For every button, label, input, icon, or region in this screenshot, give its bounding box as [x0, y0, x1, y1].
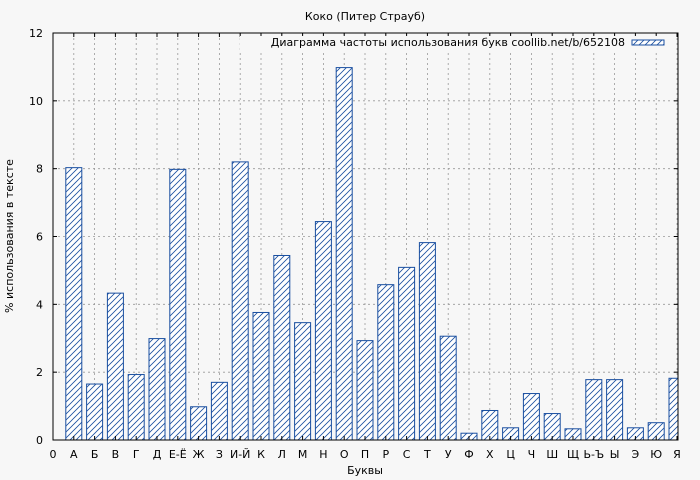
- legend-box: [240, 36, 674, 50]
- bar: [106, 292, 124, 441]
- bar: [190, 406, 208, 441]
- x-axis-label: Буквы: [347, 464, 383, 477]
- x-tick-label: А: [70, 448, 78, 461]
- bar: [481, 409, 499, 441]
- x-tick-label: З: [216, 448, 223, 461]
- y-axis: 0 2 4 6 8 10 12: [29, 27, 678, 447]
- bar: [606, 379, 624, 441]
- bar: [668, 377, 679, 441]
- y-tick-label: 2: [36, 366, 43, 379]
- chart-title: Коко (Питер Страуб): [305, 10, 425, 23]
- bar: [356, 340, 374, 441]
- bar: [65, 167, 83, 441]
- x-tick-label: Я: [673, 448, 681, 461]
- bar: [398, 266, 416, 441]
- bar: [377, 284, 395, 441]
- x-tick-label: Ы: [610, 448, 620, 461]
- x-tick-label: Ж: [193, 448, 205, 461]
- bars: [65, 67, 679, 441]
- y-tick-label: 4: [36, 298, 43, 311]
- bar: [439, 335, 457, 441]
- x-tick-label: Л: [278, 448, 286, 461]
- x-tick-label: Ш: [546, 448, 558, 461]
- x-tick-label: Ц: [506, 448, 515, 461]
- x-tick-label: И-Й: [230, 448, 250, 461]
- x-tick-label: Е-Ё: [169, 448, 187, 461]
- y-tick-label: 12: [29, 27, 43, 40]
- x-tick-label: С: [403, 448, 411, 461]
- bar: [585, 379, 603, 441]
- x-tick-label: О: [340, 448, 349, 461]
- legend: Диаграмма частоты использования букв coo…: [240, 36, 674, 50]
- y-axis-label: % использования в тексте: [3, 159, 16, 313]
- bar: [210, 381, 228, 441]
- x-tick-label: М: [298, 448, 308, 461]
- legend-text: Диаграмма частоты использования букв coo…: [271, 36, 625, 49]
- x-tick-label: П: [361, 448, 369, 461]
- bar: [148, 338, 166, 441]
- x-tick-label: Б: [91, 448, 99, 461]
- y-tick-label: 8: [36, 163, 43, 176]
- bar: [522, 393, 540, 441]
- x-tick-label: Ь-Ъ: [583, 448, 604, 461]
- x-tick-label: Ч: [528, 448, 536, 461]
- x-tick-label: У: [445, 448, 452, 461]
- x-tick-label: Г: [133, 448, 140, 461]
- bar: [127, 374, 145, 441]
- y-tick-label: 6: [36, 231, 43, 244]
- x-tick-label: Х: [486, 448, 494, 461]
- x-tick-label: 0: [50, 448, 57, 461]
- bar: [273, 254, 291, 441]
- x-tick-label: Ю: [650, 448, 662, 461]
- y-tick-label: 0: [36, 434, 43, 447]
- x-tick-label: Ф: [464, 448, 473, 461]
- x-tick-label: Т: [423, 448, 431, 461]
- bar: [231, 161, 249, 441]
- bar: [252, 311, 270, 441]
- x-tick-label: К: [257, 448, 265, 461]
- bar: [314, 221, 332, 441]
- x-tick-label: Д: [153, 448, 162, 461]
- x-tick-label: Н: [319, 448, 327, 461]
- y-tick-label: 10: [29, 95, 43, 108]
- x-tick-label: Щ: [567, 448, 579, 461]
- x-axis: 0 А Б В Г Д Е-Ё Ж З И-Й К Л М Н О П Р С Т У Ф Х Ц Ч Ш Щ Ь-Ъ Ы Э Ю Я: [50, 33, 681, 461]
- bar: [86, 383, 104, 441]
- x-tick-label: Р: [382, 448, 389, 461]
- legend-swatch: [631, 39, 665, 46]
- bar: [335, 67, 353, 441]
- bar: [294, 322, 312, 441]
- x-tick-label: Э: [632, 448, 640, 461]
- bar: [169, 168, 187, 441]
- grid: [53, 33, 678, 440]
- bar: [418, 242, 436, 441]
- x-tick-label: В: [112, 448, 120, 461]
